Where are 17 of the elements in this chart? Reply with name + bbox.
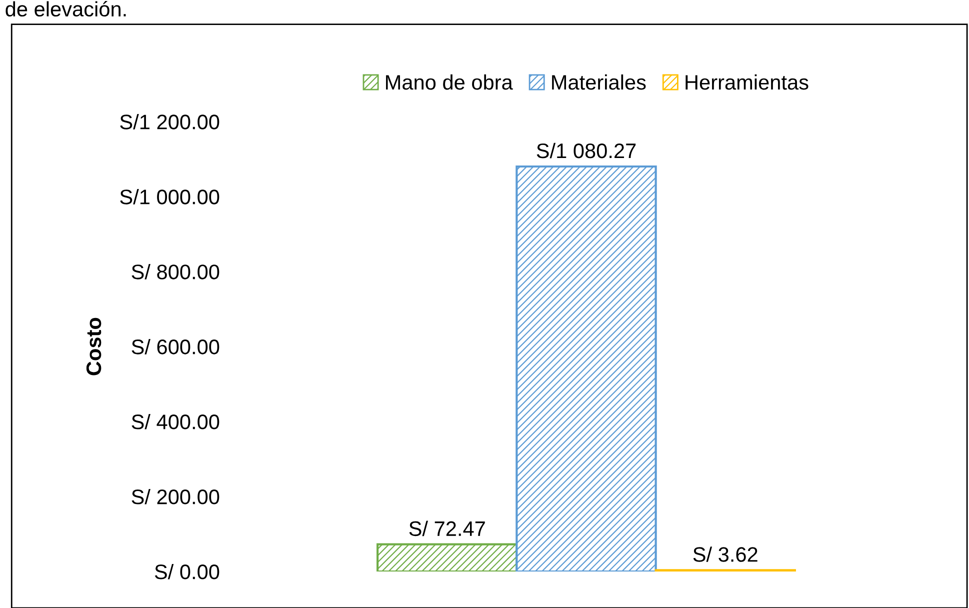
y-tick-label: S/1 200.00 bbox=[120, 114, 220, 130]
y-tick-label: S/ 0.00 bbox=[154, 564, 220, 580]
y-axis-title: Costo bbox=[86, 318, 102, 376]
y-tick-label: S/ 600.00 bbox=[132, 339, 220, 354]
data-label: S/ 72.47 bbox=[409, 520, 485, 536]
data-label: S/ 3.62 bbox=[693, 546, 758, 562]
legend-label: Herramientas bbox=[686, 74, 808, 90]
y-tick-label: S/ 800.00 bbox=[132, 264, 220, 280]
legend-label: Materiales bbox=[552, 74, 646, 90]
bar bbox=[516, 165, 657, 572]
legend-label: Mano de obra bbox=[386, 74, 513, 90]
bar bbox=[376, 543, 518, 572]
text: de elevación. bbox=[6, 0, 126, 17]
y-tick-label: S/ 200.00 bbox=[132, 488, 220, 504]
y-tick-label: S/1 000.00 bbox=[120, 189, 220, 204]
data-label: S/1 080.27 bbox=[536, 142, 636, 158]
y-tick-label: S/ 400.00 bbox=[132, 414, 220, 430]
